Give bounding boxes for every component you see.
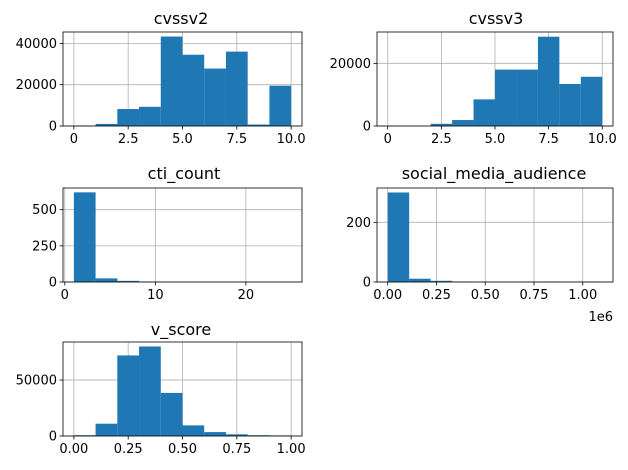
axes-2: 0 10 20 0 250 500 [32, 187, 303, 303]
subplot-social-media-audience: social_media_audience 1e6 [402, 164, 613, 325]
ticks: 0.00 0.25 0.50 0.75 1.00 0 200 [346, 216, 597, 303]
x-offset-label: 1e6 [588, 310, 613, 325]
y-tick-label: 500 [32, 203, 57, 218]
subplot-title: cvssv2 [154, 9, 209, 28]
y-tick-label: 0 [363, 120, 371, 135]
subplot-v-score: v_score [151, 320, 211, 340]
y-tick-label: 0 [49, 120, 57, 135]
histogram-bar [247, 124, 270, 126]
x-tick-label: 2.5 [431, 132, 452, 147]
histogram-bar [473, 99, 495, 126]
subplot-title: cti_count [148, 164, 221, 184]
y-tick-label: 50000 [16, 374, 57, 389]
ticks: 0 2.5 5.0 7.5 10.0 0 20000 [330, 57, 617, 147]
histogram-bar [409, 278, 431, 282]
histogram-bar [225, 51, 248, 126]
x-tick-label: 0.25 [422, 288, 451, 303]
y-tick-label: 40000 [16, 37, 57, 52]
histogram-bar [182, 425, 205, 436]
histogram-bar [430, 280, 453, 282]
axes-frame [376, 187, 614, 283]
subplot-title: cvssv3 [469, 9, 524, 28]
axes-4: 0.00 0.25 0.50 0.75 1.00 0 50000 [16, 341, 306, 457]
x-tick-label: 10.0 [277, 132, 306, 147]
x-tick-label: 0.75 [222, 442, 251, 457]
subplot-cti-count: cti_count [148, 164, 221, 184]
histogram-bar [204, 68, 226, 126]
subplot-cvssv2: cvssv2 [154, 9, 209, 28]
x-tick-label: 5.0 [485, 132, 506, 147]
subplot-title: social_media_audience [402, 164, 587, 184]
x-tick-label: 10 [147, 288, 164, 303]
subplot-cvssv3: cvssv3 [469, 9, 524, 28]
x-tick-label: 0.00 [59, 442, 88, 457]
histogram-bar [537, 36, 560, 127]
axes-1: 0 2.5 5.0 7.5 10.0 0 20000 [330, 31, 617, 147]
histogram-bar [580, 76, 603, 126]
x-tick-label: 20 [238, 288, 255, 303]
histogram-bar [117, 109, 140, 126]
x-tick-label: 0.75 [520, 288, 549, 303]
y-tick-label: 200 [346, 216, 371, 231]
histogram-bar [387, 192, 410, 282]
histogram-bar [204, 432, 226, 436]
histogram-bar [160, 36, 183, 126]
y-tick-label: 20000 [330, 57, 371, 72]
histogram-bar [182, 54, 205, 126]
axes-frame [62, 187, 303, 283]
histogram-bar [117, 355, 140, 436]
histogram-bar [139, 346, 161, 436]
histogram-bar [269, 85, 292, 126]
bars [73, 36, 292, 126]
ticks: 0.00 0.25 0.50 0.75 1.00 0 50000 [16, 374, 306, 457]
x-tick-label: 5.0 [172, 132, 193, 147]
histogram-bar [452, 120, 474, 126]
x-tick-label: 0.50 [471, 288, 500, 303]
axes-3: 0.00 0.25 0.50 0.75 1.00 0 200 [346, 187, 614, 303]
x-tick-label: 0 [70, 132, 78, 147]
y-tick-label: 0 [363, 276, 371, 291]
x-tick-label: 0 [61, 288, 69, 303]
x-tick-label: 10.0 [588, 132, 617, 147]
histogram-bar [160, 392, 183, 436]
y-tick-label: 0 [49, 430, 57, 445]
x-tick-label: 1.00 [568, 288, 597, 303]
y-tick-label: 20000 [16, 78, 57, 93]
subplot-title: v_score [151, 320, 211, 340]
histogram-bar [95, 423, 118, 436]
y-tick-label: 250 [32, 239, 57, 254]
axes-0: 0 2.5 5.0 7.5 10.0 0 20000 40000 [16, 31, 306, 147]
y-tick-label: 0 [49, 276, 57, 291]
histogram-bar [117, 280, 140, 282]
x-tick-label: 2.5 [118, 132, 139, 147]
ticks: 0 10 20 0 250 500 [32, 203, 254, 303]
x-tick-label: 7.5 [226, 132, 247, 147]
x-tick-label: 0.00 [373, 288, 402, 303]
x-tick-label: 7.5 [538, 132, 559, 147]
histogram-bar [73, 192, 96, 282]
histogram-bar [139, 106, 161, 126]
histogram-bar [430, 123, 453, 126]
bars [430, 36, 603, 127]
x-tick-label: 0.25 [114, 442, 143, 457]
x-tick-label: 0 [384, 132, 392, 147]
histogram-bar [559, 84, 581, 126]
histogram-bar [495, 69, 517, 126]
histogram-bar [95, 278, 118, 282]
ticks: 0 2.5 5.0 7.5 10.0 0 20000 40000 [16, 37, 306, 147]
histogram-bar [95, 123, 118, 126]
x-tick-label: 0.50 [168, 442, 197, 457]
x-tick-label: 1.00 [277, 442, 306, 457]
histogram-bar [225, 434, 248, 436]
histogram-bar [516, 69, 538, 126]
